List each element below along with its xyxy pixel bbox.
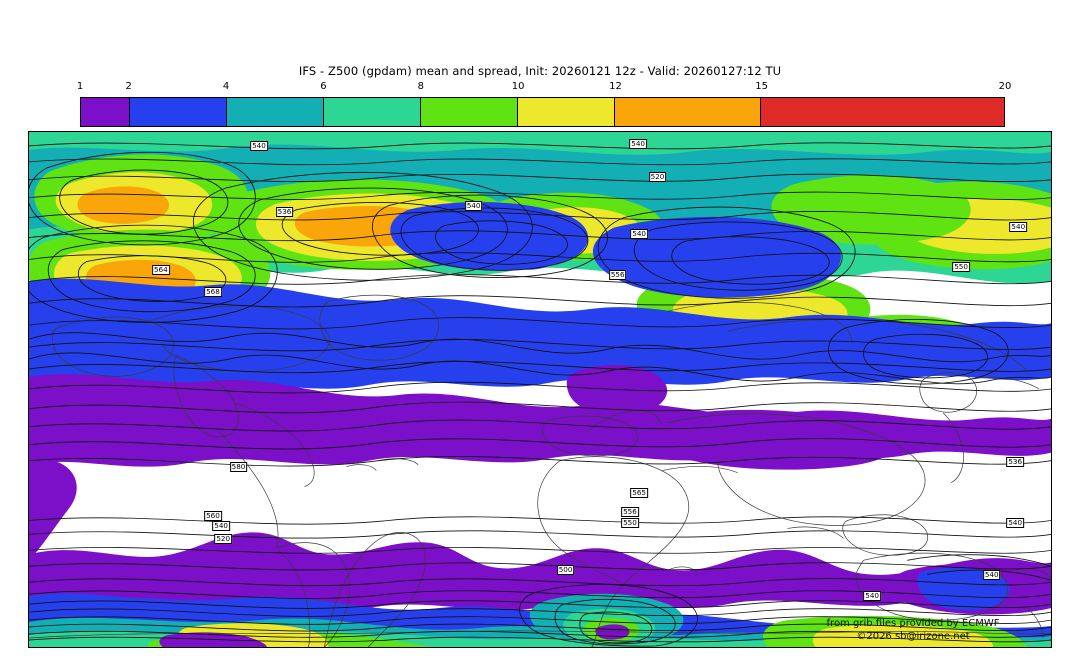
spread-contour-map bbox=[29, 132, 1051, 647]
attribution-copyright: ©2026 sb@irizone.net bbox=[856, 631, 970, 642]
geopotential-contours bbox=[29, 142, 1051, 647]
contour-label: 500 bbox=[556, 564, 575, 575]
colorbar-tick-20: 20 bbox=[998, 81, 1012, 92]
contour-label: 540 bbox=[863, 590, 881, 601]
contour-label: 556 bbox=[621, 507, 639, 518]
colorbar-tick-15: 15 bbox=[755, 81, 768, 92]
colorbar-band-12-15 bbox=[615, 98, 762, 126]
contour-label: 565 bbox=[630, 487, 648, 498]
contour-label: 568 bbox=[204, 286, 222, 297]
contour-label: 540 bbox=[1009, 222, 1028, 233]
colorbar-tick-labels: 1 2 4 6 8 10 12 15 20 bbox=[76, 81, 1012, 95]
spread-band-1-2-mediterranean bbox=[566, 365, 668, 416]
contour-label: 536 bbox=[275, 207, 294, 218]
spread-band-8-10-arctic bbox=[771, 175, 971, 245]
contour-label: 556 bbox=[608, 270, 627, 281]
colorbar-band-6-8 bbox=[323, 98, 422, 126]
colorbar: 1 2 4 6 8 10 12 15 20 bbox=[77, 81, 1011, 127]
contour-label: 520 bbox=[214, 533, 233, 544]
spread-band-10-12-south-indian bbox=[812, 624, 994, 647]
contour-label: 536 bbox=[1006, 456, 1025, 467]
contour-label: 540 bbox=[630, 228, 648, 239]
colorbar-tick-10: 10 bbox=[511, 81, 525, 92]
contour-label: 540 bbox=[250, 140, 268, 151]
attribution-source: from grib files provided by ECMWF bbox=[826, 618, 1000, 629]
colorbar-band-15-20 bbox=[761, 98, 1004, 126]
colorbar-band-2-4 bbox=[129, 98, 227, 126]
contour-label: 540 bbox=[1006, 518, 1025, 529]
spread-band-1-2-south-west bbox=[29, 459, 77, 561]
spread-band-2-4-siberia-pocket bbox=[592, 216, 841, 298]
contour-label: 550 bbox=[621, 518, 639, 529]
contour-label: 540 bbox=[629, 139, 647, 150]
contour-label: 520 bbox=[648, 171, 667, 182]
contour-label: 540 bbox=[212, 520, 230, 531]
colorbar-tick-2: 2 bbox=[125, 81, 132, 92]
contour-label: 550 bbox=[952, 261, 970, 272]
colorbar-tick-4: 4 bbox=[222, 81, 230, 92]
contour-label: 540 bbox=[982, 569, 1001, 580]
colorbar-tick-6: 6 bbox=[320, 81, 327, 92]
page-title: IFS - Z500 (gpdam) mean and spread, Init… bbox=[298, 64, 782, 78]
contour-label: 580 bbox=[229, 461, 248, 472]
contour-label: 564 bbox=[151, 265, 170, 276]
spread-band-12-15-pacific bbox=[77, 186, 170, 224]
colorbar-tick-8: 8 bbox=[417, 81, 424, 92]
contour-label: 540 bbox=[464, 201, 483, 212]
map-plot-area: from grib files provided by ECMWF ©2026 … bbox=[28, 131, 1052, 648]
contour-label: 560 bbox=[204, 510, 222, 521]
colorbar-band-4-6 bbox=[226, 98, 324, 126]
attribution: from grib files provided by ECMWF ©2026 … bbox=[783, 617, 1043, 643]
colorbar-tick-1: 1 bbox=[76, 81, 84, 92]
colorbar-tick-12: 12 bbox=[609, 81, 622, 92]
colorbar-band-8-10 bbox=[421, 98, 519, 126]
colorbar-band-10-12 bbox=[518, 98, 616, 126]
colorbar-band-1-2 bbox=[81, 98, 130, 126]
colorbar-bands bbox=[80, 97, 1005, 127]
